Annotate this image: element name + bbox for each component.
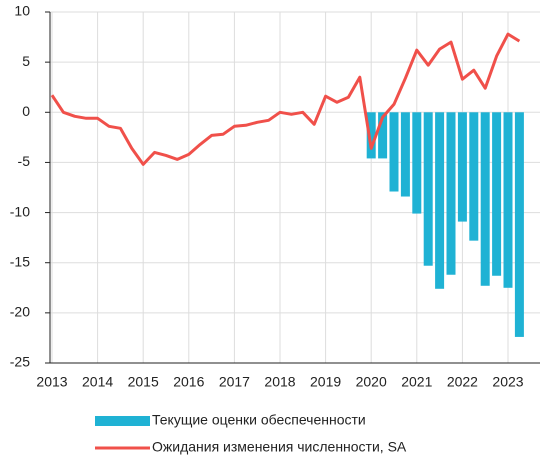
x-tick-label: 2013 [36, 374, 67, 390]
bar [503, 112, 513, 288]
x-tick-label: 2020 [356, 374, 387, 390]
bar [412, 112, 422, 214]
y-tick-label: -25 [10, 354, 30, 370]
line [50, 32, 521, 166]
x-tick-label: 2019 [310, 374, 341, 390]
bar [457, 112, 467, 222]
y-tick-label: 0 [22, 103, 30, 119]
x-tick-label: 2014 [82, 374, 113, 390]
bar [446, 112, 456, 275]
y-tick-label: -5 [18, 153, 31, 169]
bar [514, 112, 524, 337]
x-tick-label: 2016 [173, 374, 204, 390]
x-tick-label: 2023 [492, 374, 523, 390]
bar [389, 112, 399, 192]
bar [400, 112, 410, 197]
bar [435, 112, 445, 289]
legend-label: Ожидания изменения численности, SA [152, 439, 407, 455]
y-tick-label: -15 [10, 253, 30, 269]
x-tick-label: 2022 [447, 374, 478, 390]
x-tick-label: 2018 [264, 374, 295, 390]
bar [378, 112, 388, 159]
x-tick-label: 2021 [401, 374, 432, 390]
bar [492, 112, 502, 276]
bar [366, 112, 376, 159]
bar [469, 112, 479, 241]
y-tick-label: 10 [14, 3, 30, 19]
legend-label: Текущие оценки обеспеченности [152, 412, 366, 428]
x-tick-label: 2017 [219, 374, 250, 390]
y-tick-label: 5 [22, 53, 30, 69]
bar [423, 112, 433, 266]
y-tick-label: -20 [10, 304, 30, 320]
y-tick-label: -10 [10, 203, 30, 219]
x-tick-label: 2015 [128, 374, 159, 390]
bar [480, 112, 490, 286]
legend-swatch [95, 416, 150, 426]
